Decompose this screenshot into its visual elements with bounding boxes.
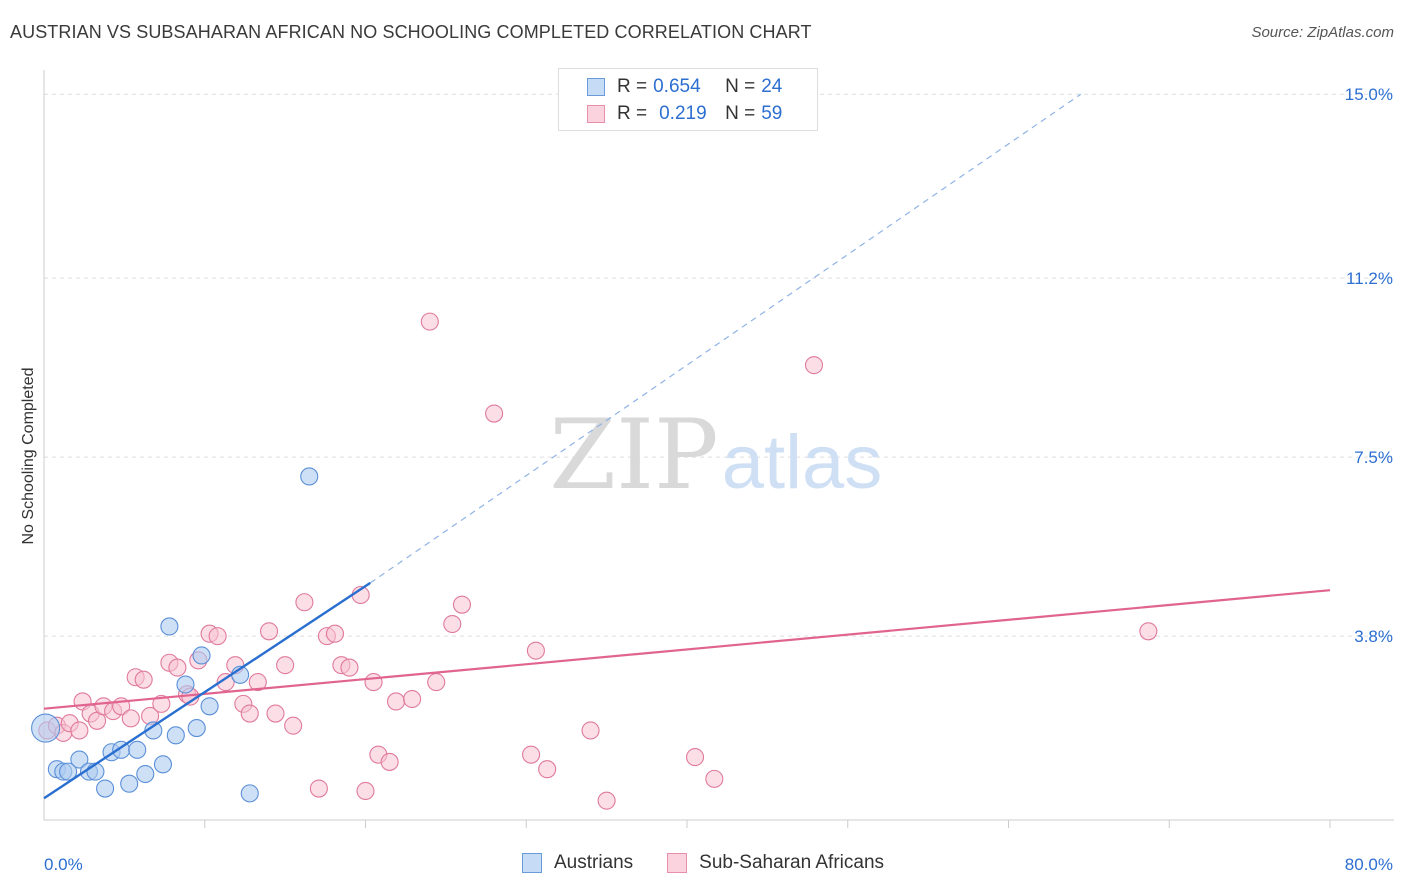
sub-saharan-point [276,656,295,675]
sub-saharan-point [526,641,545,660]
austrian-point [176,675,195,694]
sub-saharan-point [420,312,439,331]
tick-labels: 3.8% 7.5% 11.2% 15.0% 0.0% 80.0% [44,85,1393,874]
legend-n-label: N = [725,103,756,124]
sub-saharan-point [538,760,557,779]
austrian-point [187,719,206,738]
sub-saharan-point [705,769,724,788]
legend-item-label: Austrians [553,852,634,873]
sub-saharan-point [266,704,285,723]
legend-r-value: 0.219 [659,103,707,124]
legend-item-sub-saharan[interactable]: Sub-Saharan Africans [667,852,884,874]
sub-saharan-point [295,593,314,612]
sub-saharan-point [356,781,375,801]
sub-saharan-point [240,704,259,723]
legend-r-label: R = [617,76,648,97]
sub-saharan-point [522,745,541,764]
austrian-point [240,784,259,803]
legend-item-austrians[interactable]: Austrians [521,852,634,874]
sub-saharan-point [70,721,89,740]
source-label: Source: ZipAtlas.com [1251,24,1394,41]
legend-item-label: Sub-Saharan Africans [699,852,885,873]
y-tick-label: 11.2% [1346,269,1393,288]
sub-saharan-point [427,673,446,692]
sub-saharan-point [248,673,267,692]
legend-swatch-pink [587,105,605,123]
sub-saharan-point [452,595,472,614]
sub-saharan-point [284,716,303,735]
sub-saharan-point [121,709,140,728]
austrian-point [160,617,179,636]
sub-saharan-point [403,689,422,709]
grid-lines [44,93,1394,637]
x-tick-label: 80.0% [1345,855,1393,874]
austrian-point [120,774,139,793]
austrian-point [300,467,319,486]
legend-row-sub-saharan: R = 0.219 N = 59 [587,102,782,126]
sub-saharan-point [443,614,462,634]
y-tick-label: 3.8% [1354,627,1393,646]
austrian-point [200,697,219,716]
sub-saharan-points [38,312,1158,810]
sub-saharan-point [685,748,705,767]
legend-n-value: 24 [761,76,783,97]
sub-saharan-point [804,356,824,375]
legend-swatch-blue [587,78,605,96]
legend-n-label: N = [725,76,756,97]
sub-saharan-point [485,404,504,423]
austrian-trend-line [43,581,371,800]
sub-saharan-point [597,791,616,810]
austrian-point [192,646,211,665]
legend-row-austrians: R = 0.654 N = 24 [587,75,782,99]
sub-saharan-point [168,658,187,677]
austrian-trend-extension [369,93,1082,584]
austrian-point [128,740,147,759]
legend-r-value: 0.654 [653,76,701,97]
sub-saharan-point [386,692,406,711]
sub-saharan-point [364,673,383,692]
sub-saharan-point [1139,622,1158,641]
legend-r-label: R = [617,103,648,124]
austrian-point [31,713,61,743]
legend-swatch-blue [521,853,542,873]
series-legend: Austrians Sub-Saharan Africans [0,852,1406,874]
sub-saharan-point [208,627,227,646]
sub-saharan-point [134,670,153,689]
sub-saharan-point [309,779,328,798]
correlation-legend: R = 0.654 N = 24 R = 0.219 N = 59 [558,68,818,131]
sub-saharan-point [259,622,279,641]
austrian-point [153,755,173,774]
austrian-point [96,779,115,798]
watermark-zip: ZIP [549,399,718,511]
y-tick-label: 7.5% [1354,448,1393,467]
sub-saharan-trend-line [43,589,1331,710]
legend-swatch-pink [667,853,688,873]
sub-saharan-point [152,694,171,713]
sub-saharan-point [340,658,359,677]
axes [43,70,1394,828]
austrian-point [136,764,155,784]
sub-saharan-point [380,752,399,771]
y-tick-label: 15.0% [1345,85,1393,104]
chart-title: AUSTRIAN VS SUBSAHARAN AFRICAN NO SCHOOL… [10,22,812,42]
sub-saharan-point [581,721,600,740]
sub-saharan-point [216,673,235,692]
x-tick-label: 0.0% [44,855,83,874]
austrian-point [166,726,185,745]
trend-lines [43,93,1331,800]
sub-saharan-point [325,624,345,643]
austrian-point [59,762,78,781]
legend-n-value: 59 [761,103,783,124]
austrian-point [70,750,89,769]
watermark-atlas: atlas [722,420,883,505]
